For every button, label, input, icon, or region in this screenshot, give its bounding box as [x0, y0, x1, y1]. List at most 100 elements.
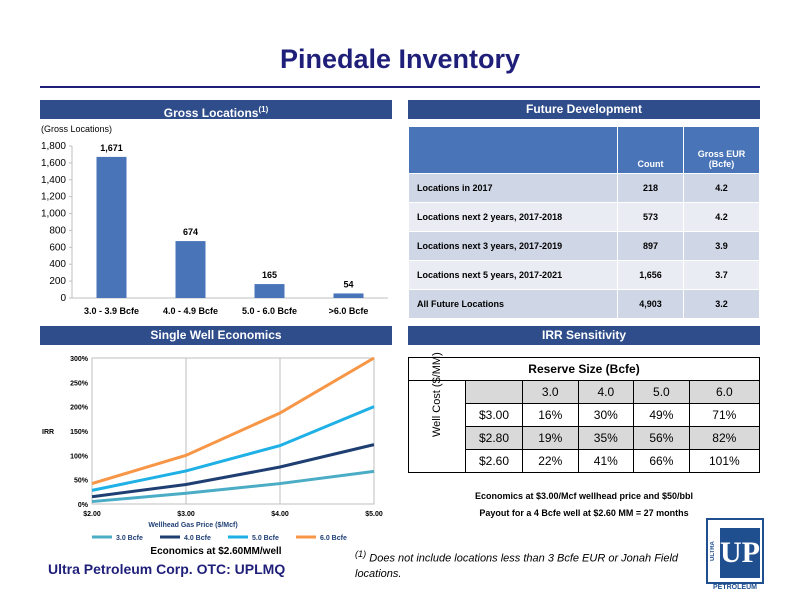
single-well-economics-header: Single Well Economics [40, 326, 392, 345]
footnote-text: Does not include locations less than 3 B… [355, 552, 679, 580]
bar-y-tick-label: 200 [49, 276, 66, 287]
line-x-tick-label: $5.00 [365, 511, 383, 518]
irr-col-header: 6.0 [688, 380, 761, 404]
future-development-header: Future Development [408, 100, 760, 119]
bar [175, 241, 206, 298]
line-y-tick-label: 0% [78, 502, 89, 509]
logo-ultra-text: ULTRA [710, 541, 716, 561]
irr-row-cost: $2.80 [465, 426, 523, 450]
bar-y-tick-label: 800 [49, 225, 66, 236]
fd-cell-count: 573 [616, 202, 685, 232]
bar-category-label: >6.0 Bcfe [329, 306, 369, 316]
irr-row: $2.60 22% 41% 66% 101% [409, 449, 761, 473]
fd-cell-count: 897 [616, 231, 685, 261]
line-y-tick-label: 200% [70, 405, 89, 412]
footnote-mark: (1) [355, 549, 367, 559]
ultra-petroleum-logo: ULTRA UP PETROLEUM [706, 518, 764, 594]
fd-cell-label: Locations next 5 years, 2017-2021 [408, 260, 618, 290]
fd-cell-eur: 3.9 [683, 231, 760, 261]
irr-cell: 35% [577, 426, 635, 450]
irr-cell: 101% [688, 449, 761, 473]
bar-data-label: 1,671 [100, 143, 123, 153]
irr-header-row: Well Cost ($/MM) 3.0 4.0 5.0 6.0 [408, 352, 761, 473]
irr-row-cost: $3.00 [465, 403, 523, 427]
irr-row: $3.00 16% 30% 49% 71% [409, 403, 761, 427]
bar-chart-unit-label: (Gross Locations) [41, 124, 113, 134]
line-x-tick-label: $3.00 [177, 511, 195, 518]
irr-row-cost: $2.60 [465, 449, 523, 473]
legend-label: 3.0 Bcfe [116, 535, 143, 542]
line-y-tick-label: 250% [70, 380, 89, 387]
fd-row: All Future Locations 4,903 3.2 [408, 289, 760, 319]
irr-row: $2.80 19% 35% 56% 82% [409, 426, 761, 450]
bar-category-label: 5.0 - 6.0 Bcfe [242, 306, 297, 316]
line-series [91, 469, 375, 504]
irr-cell: 56% [633, 426, 690, 450]
line-plot-area [91, 357, 375, 505]
fd-cell-eur: 3.2 [683, 289, 760, 319]
fd-row: Locations next 2 years, 2017-2018 573 4.2 [408, 202, 760, 232]
fd-row: Locations in 2017 218 4.2 [408, 173, 760, 203]
company-name: Ultra Petroleum Corp. OTC: UPLMQ [48, 561, 286, 577]
line-x-tick-label: $4.00 [271, 511, 289, 518]
irr-header-blank [465, 380, 523, 404]
bar-y-tick-label: 1,000 [41, 209, 66, 220]
bar [333, 293, 364, 298]
gross-locations-bar-chart: 0 200 400 600 800 1,000 1,200 1,400 1,600 1,800 1,… [41, 141, 388, 316]
legend-label: 5.0 Bcfe [252, 535, 279, 542]
gross-locations-header: Gross Locations(1) [40, 100, 392, 120]
irr-cell: 30% [577, 403, 635, 427]
bar-data-label: 165 [262, 270, 277, 280]
title-divider [40, 86, 760, 88]
line-x-axis-label: Wellhead Gas Price ($/Mcf) [148, 522, 237, 529]
line-y-tick-label: 150% [70, 429, 89, 436]
fd-cell-label: Locations in 2017 [408, 173, 618, 203]
single-well-economics-line-chart: $2.00 $3.00 $4.00 $5.00 0% 50% 100% 150% 200% 250… [42, 356, 383, 542]
fd-cell-label: All Future Locations [408, 289, 618, 319]
bar-data-label: 674 [183, 227, 198, 237]
gross-locations-header-sup: (1) [258, 105, 269, 114]
fd-cell-count: 4,903 [616, 289, 685, 319]
irr-side-label-cell: Well Cost ($/MM) [408, 352, 466, 473]
fd-cell-eur: 4.2 [683, 173, 760, 203]
line-y-tick-label: 50% [74, 478, 89, 485]
logo-petroleum-text: PETROLEUM [713, 584, 757, 591]
logo-up-mark: UP [720, 528, 760, 578]
irr-note-2: Payout for a 4 Bcfe well at $2.60 MM = 2… [479, 508, 689, 518]
line-y-axis-label: IRR [42, 429, 54, 436]
bar-y-tick-label: 1,200 [41, 192, 66, 203]
bar-y-tick-label: 1,800 [41, 141, 66, 152]
irr-cell: 82% [688, 426, 761, 450]
irr-cell: 66% [633, 449, 690, 473]
line-series [91, 443, 375, 499]
bar-y-tick-label: 1,600 [41, 158, 66, 169]
future-development-header-row: Count Gross EUR (Bcfe) [408, 126, 760, 174]
bar-y-tick-label: 400 [49, 259, 66, 270]
irr-side-label: Well Cost ($/MM) [431, 351, 443, 437]
footnote: (1) Does not include locations less than… [355, 547, 695, 582]
irr-cell: 49% [633, 403, 690, 427]
irr-sensitivity-header: IRR Sensitivity [408, 326, 760, 345]
gross-locations-header-text: Gross Locations [163, 106, 259, 120]
fd-header-eur: Gross EUR (Bcfe) [683, 126, 760, 174]
bar-y-tick-label: 1,400 [41, 175, 66, 186]
bar-category-label: 3.0 - 3.9 Bcfe [84, 306, 139, 316]
line-y-tick-label: 300% [70, 356, 89, 363]
irr-sensitivity-table: Reserve Size (Bcfe) Well Cost ($/MM) 3.0… [408, 352, 761, 473]
irr-note-1: Economics at $3.00/Mcf wellhead price an… [474, 491, 694, 501]
fd-cell-eur: 4.2 [683, 202, 760, 232]
bar-category-label: 4.0 - 4.9 Bcfe [163, 306, 218, 316]
legend-label: 4.0 Bcfe [184, 535, 211, 542]
bar-data-label: 54 [343, 279, 353, 289]
line-x-tick-label: $2.00 [83, 511, 101, 518]
fd-cell-count: 218 [616, 173, 685, 203]
fd-cell-eur: 3.7 [683, 260, 760, 290]
fd-cell-count: 1,656 [616, 260, 685, 290]
line-y-tick-label: 100% [70, 453, 89, 460]
page-title: Pinedale Inventory [279, 44, 521, 74]
irr-cell: 41% [577, 449, 635, 473]
legend-label: 6.0 Bcfe [320, 535, 347, 542]
irr-col-header: 3.0 [522, 380, 579, 404]
irr-cell: 22% [522, 449, 579, 473]
irr-cell: 19% [522, 426, 579, 450]
